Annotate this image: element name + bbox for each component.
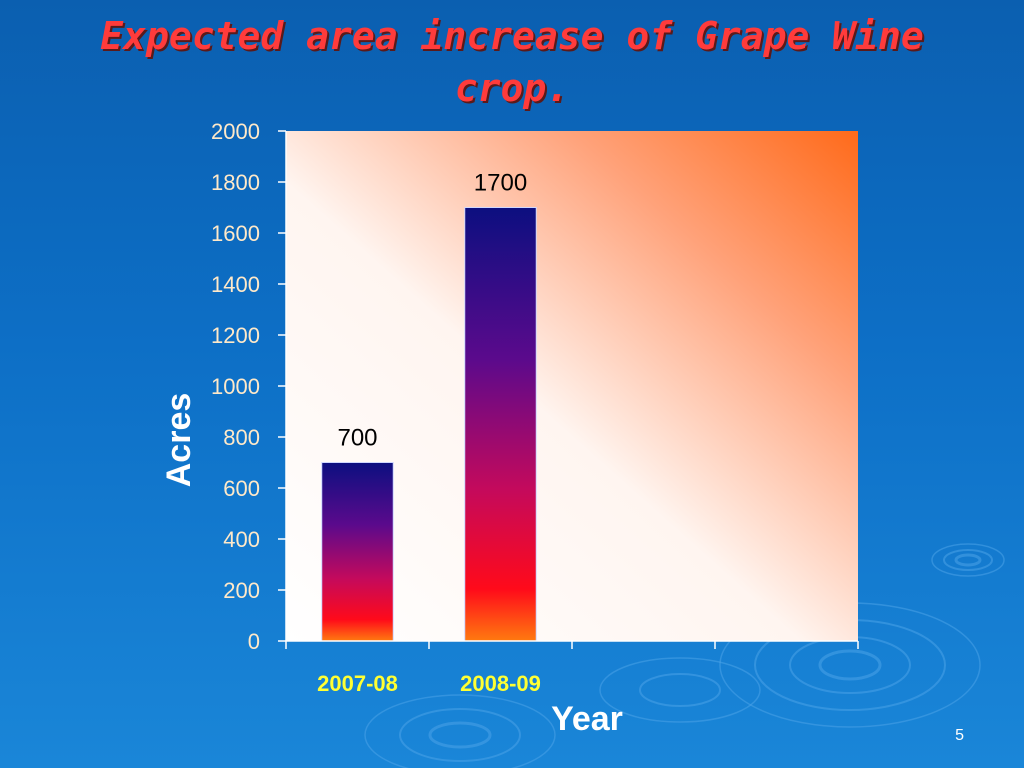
y-tick-label: 2000 [211, 119, 260, 144]
y-tick-label: 1200 [211, 323, 260, 348]
y-tick-label: 600 [223, 476, 260, 501]
y-tick-label: 0 [248, 629, 260, 654]
y-tick-label: 400 [223, 527, 260, 552]
y-tick-label: 800 [223, 425, 260, 450]
slide-title: Expected area increase of Grape Wine cro… [100, 14, 924, 110]
x-category-label: 2008-09 [460, 671, 541, 696]
x-axis-title: Year [551, 700, 623, 738]
page-number: 5 [955, 727, 964, 744]
y-tick-label: 1600 [211, 221, 260, 246]
bar-2007-08 [321, 462, 394, 642]
bar-2008-09 [464, 207, 537, 642]
y-tick-label: 200 [223, 578, 260, 603]
data-label: 700 [337, 425, 377, 452]
y-axis-title: Acres [160, 393, 198, 488]
y-tick-label: 1400 [211, 272, 260, 297]
data-label: 1700 [474, 170, 527, 197]
x-category-label: 2007-08 [317, 671, 398, 696]
y-tick-label: 1800 [211, 170, 260, 195]
y-tick-label: 1000 [211, 374, 260, 399]
